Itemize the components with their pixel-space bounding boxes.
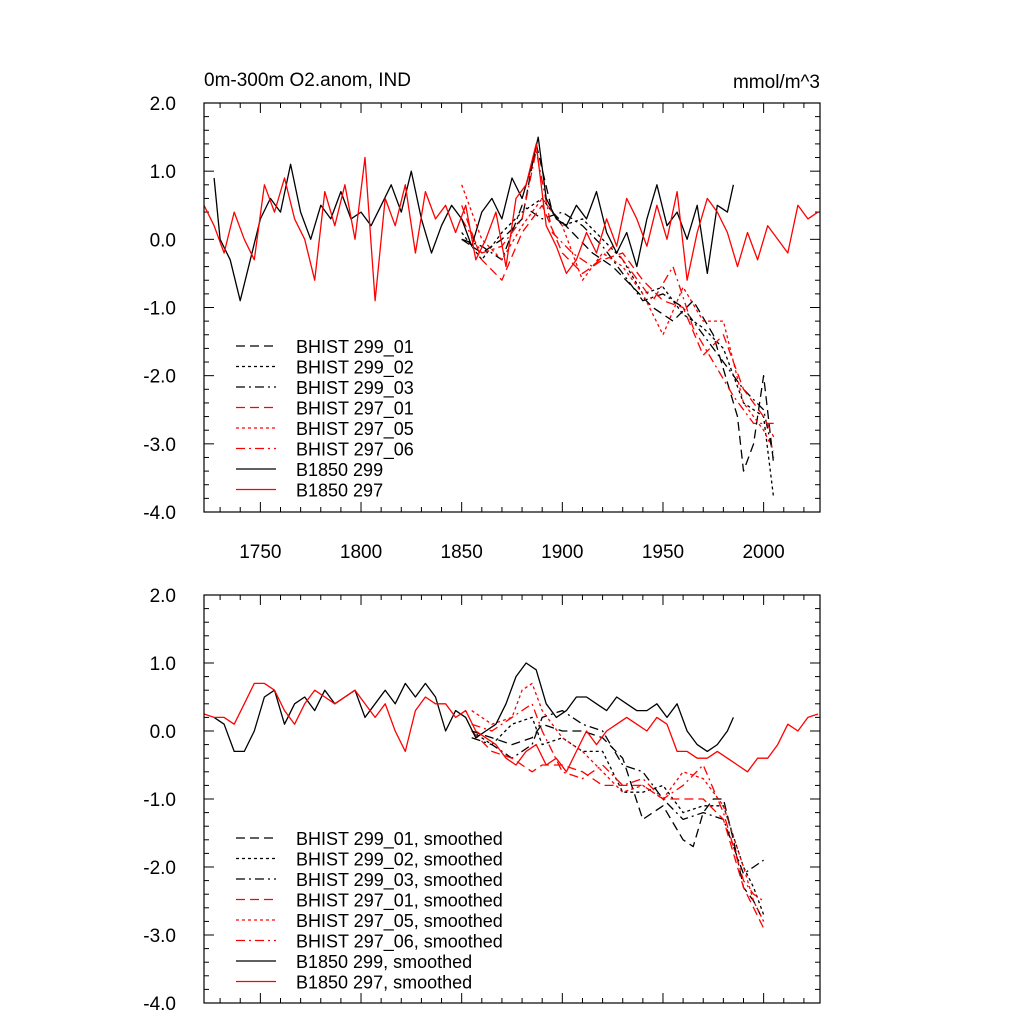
y-tick-label: -4.0 [143,503,176,524]
y-tick-label: 0.0 [150,722,176,743]
series-line [213,662,734,753]
y-tick-label: -1.0 [143,790,176,811]
legend-label: BHIST 299_02 [296,358,414,379]
legend-label: BHIST 299_02, smoothed [296,850,503,871]
legend-label: BHIST 297_06, smoothed [296,932,503,953]
series-line [471,723,765,922]
y-tick-label: 0.0 [150,230,176,251]
plot-frame [203,102,821,513]
series-line [461,184,775,451]
legend-label: B1850 297 [296,481,383,501]
y-tick-label: -2.0 [143,367,176,388]
figure-units-label: mmol/m^3 [733,72,820,93]
y-tick-label: -1.0 [143,299,176,320]
x-tick-label: 1950 [642,542,684,563]
series-line [461,143,775,472]
y-tick-label: 1.0 [150,162,176,183]
legend-label: BHIST 297_06 [296,440,414,461]
legend-label: BHIST 297_01 [296,399,414,420]
legend-label: B1850 297, smoothed [296,973,472,993]
x-tick-label: 2000 [742,542,784,563]
x-tick-label: 1850 [441,542,483,563]
series-line [471,709,764,875]
series-line [471,716,765,915]
series-line [204,682,819,773]
series-line [471,703,764,902]
series-line [471,730,765,929]
x-tick-label: 1800 [340,542,382,563]
plot-frame [203,594,821,1004]
series-line [461,204,775,458]
y-tick-label: 2.0 [150,94,176,115]
legend-label: B1850 299, smoothed [296,952,472,972]
legend-label: B1850 299 [296,460,383,480]
figure-title: 0m-300m O2.anom, IND [204,70,411,91]
y-tick-label: -3.0 [143,435,176,456]
legend-label: BHIST 299_03, smoothed [296,870,503,891]
y-tick-label: 2.0 [150,586,176,607]
top-panel: 1750 1800 1850 1900 1950 2000 2.0 1.0 0.0 -1.0 -2.… [143,94,821,563]
legend-label: BHIST 297_01, smoothed [296,891,503,912]
legend-label: BHIST 297_05 [296,419,414,440]
y-tick-label: -4.0 [143,994,176,1015]
legend-label: BHIST 299_01 [296,337,414,358]
y-tick-label: -2.0 [143,858,176,879]
series-line [213,136,735,302]
y-tick-label: 1.0 [150,654,176,675]
series-line [471,682,765,922]
y-tick-label: -3.0 [143,926,176,947]
legend-label: BHIST 297_05, smoothed [296,911,503,932]
x-tick-label: 1900 [541,542,583,563]
x-tick-label: 1750 [239,542,281,563]
series-line [204,143,819,302]
legend-label: BHIST 299_01, smoothed [296,829,503,850]
legend-label: BHIST 299_03 [296,378,414,399]
series-line [461,204,775,438]
series-line [461,197,775,499]
bottom-panel: 2.0 1.0 0.0 -1.0 -2.0 -3.0 -4.0 BHIST 299_01, s… [143,586,821,1015]
